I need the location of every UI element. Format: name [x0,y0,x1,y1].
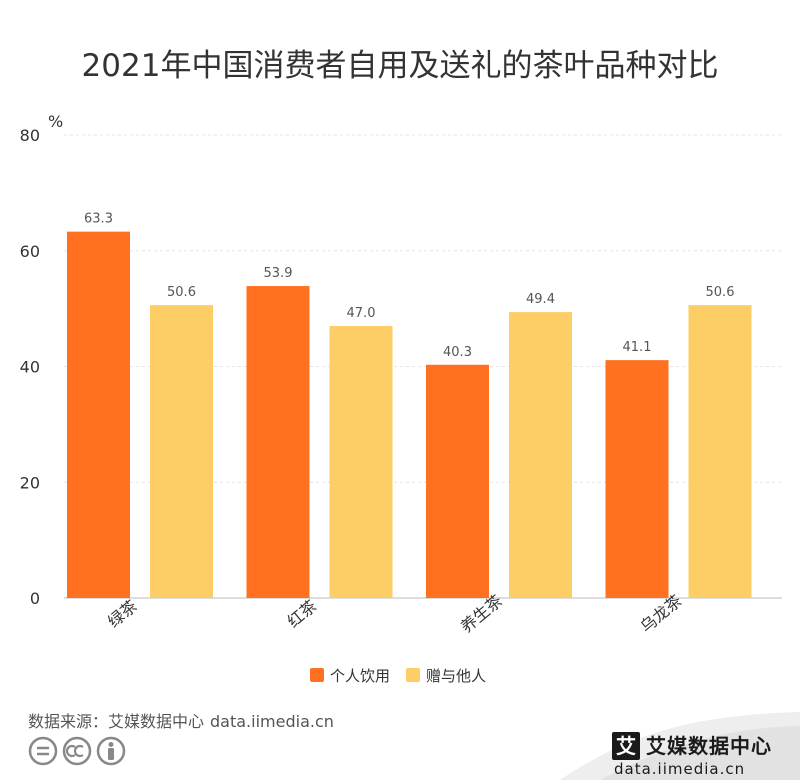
logo-domain: data.iimedia.cn [614,760,746,778]
bar-personal [605,360,669,598]
bar-personal [426,364,489,598]
legend-swatch [406,668,420,682]
legend-label: 赠与他人 [426,667,486,685]
bar-personal [246,286,310,598]
y-tick-label: 0 [30,589,40,608]
equal-icon [28,736,58,766]
source-label: 数据来源：艾媒数据中心 [28,712,205,731]
logo-brand: 艾媒数据中心 [646,734,772,758]
legend-swatch [310,668,324,682]
data-source: 数据来源：艾媒数据中心 data.iimedia.cn [28,708,334,732]
legend-label: 个人饮用 [330,667,390,685]
data-label: 40.3 [443,345,472,360]
data-label: 49.4 [526,292,555,307]
bar-gift [329,325,393,598]
y-tick-label: 40 [20,358,40,377]
x-tick-label: 红茶 [284,596,321,631]
data-label: 50.6 [167,285,196,300]
logo-badge: 艾 [612,732,640,760]
bar-gift [509,312,572,598]
y-tick-label: 20 [20,473,40,492]
license-icons [28,736,126,766]
chart-title: 2021年中国消费者自用及送礼的茶叶品种对比 [81,48,719,84]
y-tick-label: 60 [20,242,40,261]
bar-chart: 020406080%63.350.6绿茶53.947.0红茶40.349.4养生… [20,112,782,685]
data-label: 41.1 [623,340,652,355]
bar-gift [150,305,213,598]
data-label: 53.9 [264,266,293,281]
source-url[interactable]: data.iimedia.cn [210,712,334,731]
iimedia-logo: 艾 艾媒数据中心 data.iimedia.cn [612,730,782,778]
data-label: 63.3 [84,212,113,227]
y-axis-label: % [48,112,63,131]
person-icon [96,736,126,766]
data-label: 50.6 [706,285,735,300]
bar-gift [688,305,752,598]
cc-icon [62,736,92,766]
data-label: 47.0 [347,306,376,321]
bar-personal [67,231,130,598]
x-tick-label: 绿茶 [104,596,141,631]
y-tick-label: 80 [20,126,40,145]
